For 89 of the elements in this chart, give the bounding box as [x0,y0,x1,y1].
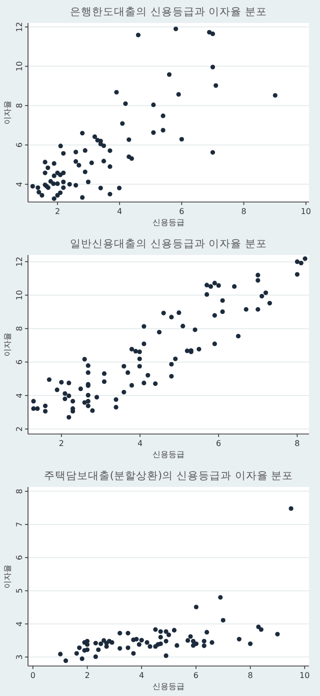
x-tick-label: 2 [54,207,60,216]
point [110,640,114,645]
point [118,646,122,651]
point [96,647,101,652]
point [93,654,98,660]
x-axis-title: 신용등급 [152,218,184,227]
point [74,651,79,656]
x-tick-label: 4 [139,671,144,680]
x-axis-title: 신용등급 [152,450,184,459]
y-tick-label: 4 [15,182,24,187]
point [84,642,90,647]
y-tick-label: 10 [15,61,24,72]
x-tick-label: 8 [248,671,253,680]
y-tick-label: 7 [15,522,24,528]
point [194,604,199,610]
point [93,640,98,646]
y-tick-label: 4 [15,392,24,398]
x-tick-label: 2 [58,439,64,448]
y-tick-label: 6 [15,555,24,560]
x-tick-label: 4 [137,439,143,448]
point [185,638,190,643]
x-tick-label: 0 [30,671,36,680]
y-tick-label: 6 [15,360,24,365]
point [275,632,280,636]
y-axis-title: 이자율 [3,332,12,356]
point [172,628,177,632]
point [188,634,193,639]
y-tick-label: 6 [15,142,24,148]
point [126,630,130,636]
point [77,645,82,650]
chart-title: 일반신용대출의 신용등급과 이자율 분포 [70,238,268,250]
x-tick-label: 8 [241,207,246,216]
y-tick-label: 10 [15,290,24,300]
point [194,641,199,646]
point [248,641,253,646]
point [134,636,139,642]
point [158,629,163,634]
point [136,642,142,647]
point [98,641,104,646]
y-tick-label: 12 [15,22,24,32]
y-tick-label: 8 [15,326,24,332]
point [80,656,84,662]
x-tick-label: 4 [117,207,122,216]
x-tick-label: 10 [300,671,310,680]
point [153,627,158,632]
point [202,638,206,644]
point [84,647,90,652]
point [158,634,163,640]
point [148,644,152,649]
point [164,629,168,634]
x-tick-label: 6 [193,671,198,680]
y-tick-label: 5 [15,588,24,594]
x-tick-label: 2 [84,671,90,680]
point [174,643,180,648]
point [202,643,206,648]
x-axis-title: 신용등급 [152,682,184,691]
point [139,638,144,642]
point [236,636,242,642]
point [126,645,130,650]
point [258,627,264,632]
x-tick-label: 10 [300,207,311,216]
point [204,630,210,634]
point [131,651,136,656]
point [144,640,150,645]
y-tick-label: 8 [15,103,24,108]
x-tick-label: 8 [294,439,300,448]
y-axis-title: 이자율 [3,564,12,588]
point [164,653,168,658]
point [218,595,223,600]
y-tick-label: 8 [15,488,24,494]
y-tick-label: 4 [15,621,24,626]
point [210,640,214,645]
y-tick-label: 2 [15,426,24,432]
x-tick-label: 6 [216,439,222,448]
point [164,638,168,644]
y-tick-label: 12 [15,256,24,267]
y-axis-title: 이자율 [3,100,12,124]
chart-title: 주택담보대출(분할상환)의 신용등급과 이자율 분포 [44,470,294,482]
chart-title: 은행한도대출의 신용등급과 이자율 분포 [70,6,268,18]
x-tick-label: 6 [179,207,184,216]
point [256,624,261,630]
point [166,632,172,638]
point [220,618,226,623]
point [288,506,294,511]
point [118,630,122,636]
point [158,641,163,646]
point [58,652,63,656]
y-tick-label: 3 [15,654,24,660]
point [63,658,68,663]
